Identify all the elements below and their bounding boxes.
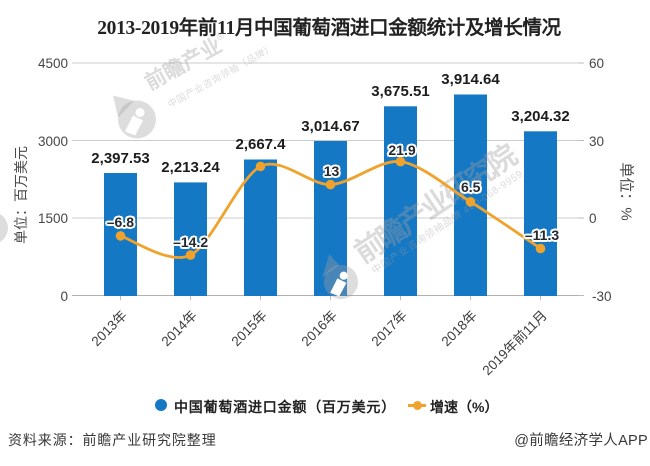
svg-text:前瞻产业®: 前瞻产业® — [141, 29, 233, 95]
svg-text:前瞻产业研究院: 前瞻产业研究院 — [348, 137, 523, 269]
